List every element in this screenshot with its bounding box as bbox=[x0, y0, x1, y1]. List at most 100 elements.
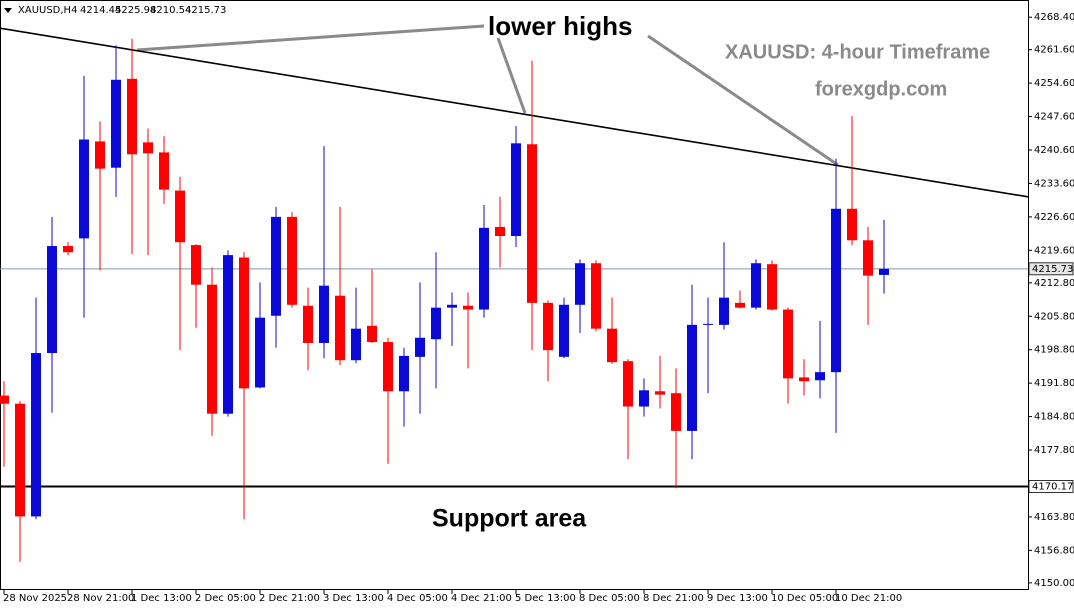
y-tick-label: 4240.60 bbox=[1034, 145, 1074, 156]
menu-icon bbox=[4, 8, 12, 13]
candle-body bbox=[223, 255, 233, 414]
support-line-box bbox=[1028, 480, 1074, 493]
candle-body bbox=[399, 355, 409, 392]
candle-body bbox=[607, 328, 617, 363]
y-tick-label: 4205.80 bbox=[1034, 311, 1074, 322]
candle-body bbox=[543, 302, 553, 351]
candle-body bbox=[735, 302, 745, 308]
plot-frame bbox=[0, 0, 1029, 590]
candle-body bbox=[479, 227, 489, 310]
candle-body bbox=[383, 342, 393, 392]
timeframe-note: XAUUSD: 4-hour Timeframe bbox=[725, 41, 990, 63]
x-tick-label: 2 Dec 21:00 bbox=[259, 593, 320, 604]
candle-body bbox=[879, 268, 889, 275]
x-tick-label: 2 Dec 05:00 bbox=[195, 593, 256, 604]
candle-body bbox=[415, 337, 425, 357]
pointer-line bbox=[136, 24, 485, 52]
candle-body bbox=[463, 305, 473, 310]
y-tick-label: 4150.00 bbox=[1034, 578, 1074, 589]
y-tick-label: 4268.40 bbox=[1034, 12, 1074, 23]
candle-body bbox=[143, 142, 153, 154]
site-note: forexgdp.com bbox=[815, 78, 947, 100]
candle-body bbox=[111, 79, 121, 168]
current-price-line-box bbox=[1028, 262, 1074, 276]
y-tick-label: 4191.80 bbox=[1034, 378, 1074, 389]
y-tick-label: 4163.80 bbox=[1034, 512, 1074, 523]
x-tick-label: 8 Dec 21:00 bbox=[643, 593, 704, 604]
trendline bbox=[0, 27, 1029, 198]
header-value: 4215.73 bbox=[185, 5, 226, 16]
y-tick-label: 4261.60 bbox=[1034, 45, 1074, 56]
candle-body bbox=[0, 395, 9, 404]
candle-body bbox=[79, 139, 89, 239]
candle-body bbox=[847, 208, 857, 241]
y-tick-label: 4156.80 bbox=[1034, 545, 1074, 556]
y-tick-label: 4198.80 bbox=[1034, 345, 1074, 356]
candle-body bbox=[751, 263, 761, 308]
candle-body bbox=[527, 144, 537, 303]
candle-body bbox=[335, 295, 345, 361]
x-tick-label: 5 Dec 13:00 bbox=[515, 593, 576, 604]
candle-body bbox=[271, 216, 281, 316]
pointer-line bbox=[496, 37, 527, 114]
candle-body bbox=[239, 257, 249, 389]
candle-body bbox=[719, 297, 729, 325]
candle-body bbox=[831, 208, 841, 373]
x-tick-label: 28 Nov 2025 bbox=[3, 593, 67, 604]
candle-body bbox=[159, 152, 169, 190]
candle-body bbox=[63, 246, 73, 253]
y-tick-label: 4233.60 bbox=[1034, 178, 1074, 189]
candle-body bbox=[351, 328, 361, 361]
candle-body bbox=[47, 246, 57, 354]
header-value: 4225.98 bbox=[115, 5, 156, 16]
y-tick-label: 4184.80 bbox=[1034, 412, 1074, 423]
x-tick-label: 8 Dec 05:00 bbox=[579, 593, 640, 604]
current-price-line-label: 4215.73 bbox=[1032, 264, 1073, 275]
candle-body bbox=[495, 226, 505, 236]
x-tick-label: 9 Dec 13:00 bbox=[707, 593, 768, 604]
x-tick-label: 10 Dec 21:00 bbox=[835, 593, 902, 604]
candle-body bbox=[623, 361, 633, 407]
y-tick-label: 4177.80 bbox=[1034, 445, 1074, 456]
y-tick-label: 4212.80 bbox=[1034, 278, 1074, 289]
candle-body bbox=[655, 391, 665, 395]
symbol-label: XAUUSD,H4 bbox=[18, 5, 77, 16]
x-tick-label: 1 Dec 13:00 bbox=[131, 593, 192, 604]
candle-body bbox=[703, 323, 713, 325]
candle-body bbox=[191, 245, 201, 285]
candle-body bbox=[31, 353, 41, 517]
header-value: 4214.45 bbox=[80, 5, 121, 16]
candle-body bbox=[783, 309, 793, 379]
y-tick-label: 4254.60 bbox=[1034, 78, 1074, 89]
candle-body bbox=[287, 216, 297, 305]
y-tick-label: 4219.60 bbox=[1034, 245, 1074, 256]
candle-body bbox=[255, 317, 265, 388]
candle-body bbox=[319, 285, 329, 344]
x-tick-label: 4 Dec 21:00 bbox=[451, 593, 512, 604]
candle-body bbox=[127, 78, 137, 155]
x-tick-label: 28 Nov 21:00 bbox=[67, 593, 134, 604]
y-tick-label: 4247.60 bbox=[1034, 112, 1074, 123]
candle-body bbox=[671, 393, 681, 431]
candle-body bbox=[207, 284, 217, 414]
pointer-line bbox=[647, 34, 839, 167]
candle-body bbox=[175, 190, 185, 243]
candle-body bbox=[863, 240, 873, 276]
candle-body bbox=[367, 325, 377, 343]
candle-body bbox=[767, 264, 777, 310]
pattern-note: lower highs bbox=[488, 11, 632, 41]
candle-body bbox=[687, 324, 697, 431]
candle-body bbox=[95, 141, 105, 169]
candle-body bbox=[639, 390, 649, 407]
candle-body bbox=[559, 304, 569, 357]
candle-body bbox=[511, 143, 521, 236]
candle-body bbox=[591, 263, 601, 329]
candle-body bbox=[431, 307, 441, 340]
candle-body bbox=[447, 304, 457, 308]
candle-body bbox=[815, 372, 825, 381]
x-tick-label: 3 Dec 13:00 bbox=[323, 593, 384, 604]
